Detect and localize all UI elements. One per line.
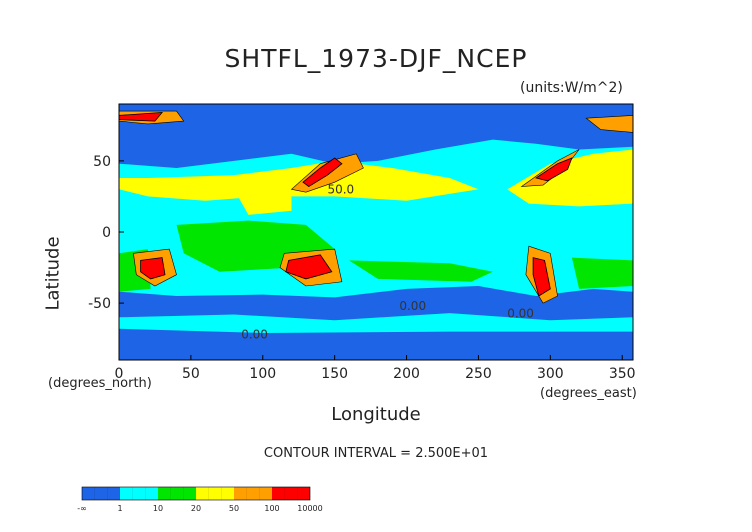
y-tick-label: -50: [88, 296, 111, 312]
y-tick-label: 50: [93, 154, 111, 170]
x-axis-label: Longitude: [331, 404, 421, 425]
colorbar-frame: [81, 486, 311, 501]
north-pacific-storm-track: [119, 160, 479, 201]
tropical-indian-ocean: [349, 260, 493, 282]
x-tick-label: 0: [115, 366, 124, 382]
x-tick-label: 50: [182, 366, 200, 382]
kuroshio-maximum: [302, 157, 343, 187]
colorbar-tick-label: 20: [191, 504, 201, 513]
chart-title: SHTFL_1973-DJF_NCEP: [224, 44, 528, 73]
south-america: [532, 257, 551, 297]
australia: [285, 254, 333, 280]
contour-label: 0.00: [399, 299, 426, 313]
y-axis-label: Latitude: [42, 236, 64, 311]
colorbar-tick-label: 50: [229, 504, 239, 513]
orange-contour-zone: [585, 115, 633, 133]
colorbar-swatch: [120, 487, 158, 500]
ocean-background: [119, 313, 633, 333]
north-pacific-storm-track: [234, 189, 292, 215]
colorbar-swatch: [272, 487, 310, 500]
tropical-indian-ocean: [571, 257, 633, 289]
contour-label: 50.0: [327, 183, 354, 197]
y-unit-label: (degrees_north): [48, 376, 152, 391]
colorbar-swatch: [196, 487, 234, 500]
contour-label: 0.00: [507, 306, 534, 320]
colorbar-swatch: [234, 487, 272, 500]
x-tick-label: 150: [321, 366, 348, 382]
southern-africa: [140, 257, 166, 280]
gulf-stream-maximum: [119, 112, 164, 122]
colorbar-tick-label: 10: [153, 504, 163, 513]
north-atlantic-storm-track: [507, 149, 633, 207]
colorbar-tick-label: 1: [117, 504, 122, 513]
x-tick-label: 100: [249, 366, 276, 382]
x-tick-label: 250: [465, 366, 492, 382]
colorbar-tick-label: -∞: [77, 504, 87, 513]
units-label: (units:W/m^2): [520, 80, 623, 96]
x-unit-label: (degrees_east): [540, 386, 637, 401]
gulf-stream-maximum: [535, 157, 573, 182]
x-tick-label: 300: [537, 366, 564, 382]
y-tick-label: 0: [102, 225, 111, 241]
x-tick-label: 350: [609, 366, 636, 382]
southern-ocean-band: [119, 335, 633, 360]
northern-high-latitudes: [119, 104, 633, 168]
x-tick-label: 200: [393, 366, 420, 382]
contour-interval-text: CONTOUR INTERVAL = 2.500E+01: [263, 446, 489, 461]
colorbar-swatch: [82, 487, 120, 500]
colorbar-tick-label: 10000: [297, 504, 322, 513]
colorbar-swatch: [158, 487, 196, 500]
colorbar-tick-label: 100: [264, 504, 279, 513]
contour-label: 0.00: [241, 328, 268, 342]
